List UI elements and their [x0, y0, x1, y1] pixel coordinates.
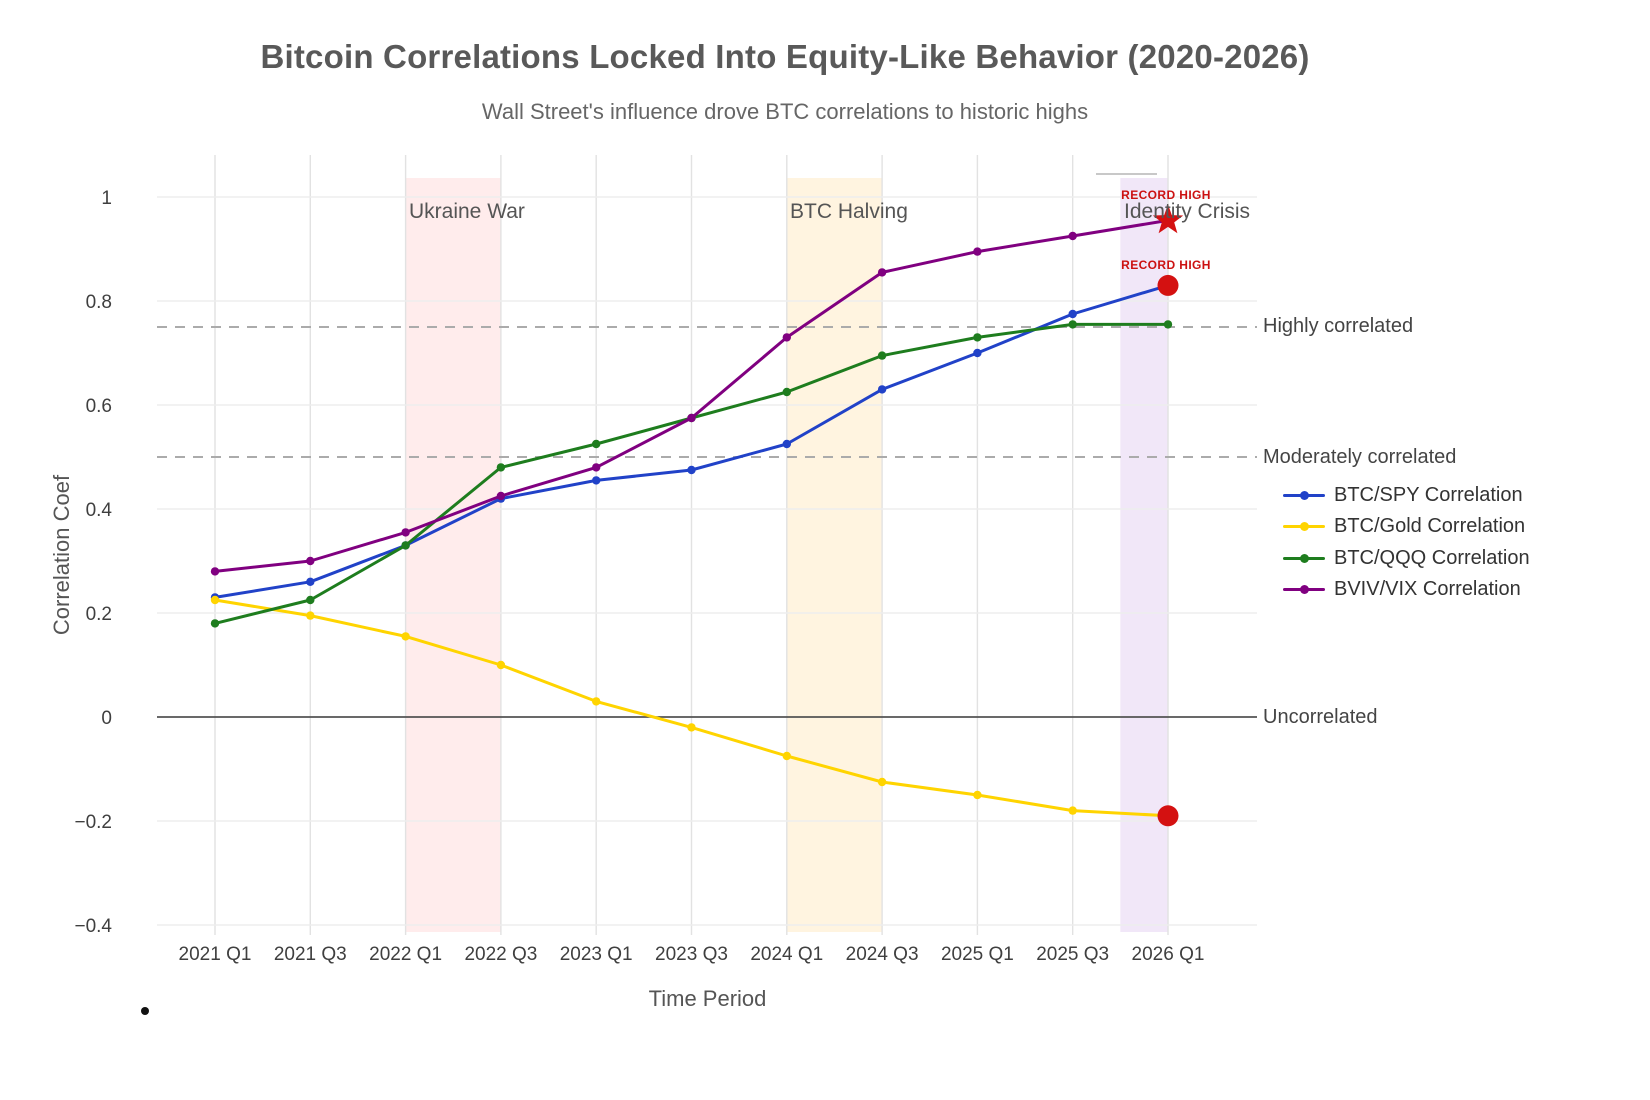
svg-text:0.6: 0.6 [86, 396, 112, 417]
legend-label-btc-spy: BTC/SPY Correlation [1334, 483, 1523, 506]
svg-text:2021 Q3: 2021 Q3 [274, 944, 347, 965]
record-high-markers [1152, 204, 1184, 827]
legend-swatch-bviv-vix-icon [1283, 578, 1325, 602]
svg-text:2023 Q3: 2023 Q3 [655, 944, 728, 965]
svg-text:2026 Q1: 2026 Q1 [1132, 944, 1205, 965]
threshold-lines [157, 326, 1257, 718]
data-series [210, 216, 1173, 820]
legend-swatch-btc-gold-icon [1283, 515, 1325, 539]
region-label-btc-halving: BTC Halving [790, 200, 908, 223]
svg-text:2025 Q3: 2025 Q3 [1036, 944, 1109, 965]
svg-text:2024 Q3: 2024 Q3 [846, 944, 919, 965]
threshold-label-highly-correlated: Highly correlated [1263, 315, 1414, 337]
legend-swatch-btc-spy-icon [1283, 483, 1325, 507]
svg-text:−0.4: −0.4 [74, 916, 112, 937]
stray-dot-marker [141, 1007, 149, 1015]
svg-text:2022 Q3: 2022 Q3 [464, 944, 537, 965]
chart-legend: BTC/SPY Correlation BTC/Gold Correlation… [1283, 483, 1530, 609]
svg-text:2023 Q1: 2023 Q1 [560, 944, 633, 965]
svg-text:2022 Q1: 2022 Q1 [369, 944, 442, 965]
region-label-ukraine-war: Ukraine War [409, 200, 525, 223]
chart-subtitle: Wall Street's influence drove BTC correl… [481, 99, 1089, 124]
svg-text:0.2: 0.2 [86, 604, 112, 625]
axis-tick-labels: 2021 Q1 2021 Q3 2022 Q1 2022 Q3 2023 Q1 2023 … [74, 188, 1204, 965]
region-label-identity-crisis: Identity Crisis [1124, 200, 1251, 223]
chart-title: Bitcoin Correlations Locked Into Equity-… [260, 38, 1310, 75]
svg-text:0.8: 0.8 [86, 292, 112, 313]
svg-text:−0.2: −0.2 [74, 812, 112, 833]
legend-label-btc-qqq: BTC/QQQ Correlation [1334, 546, 1530, 569]
y-axis-title: Correlation Coef [49, 474, 74, 636]
svg-text:2021 Q1: 2021 Q1 [179, 944, 252, 965]
legend-item-btc-qqq: BTC/QQQ Correlation [1283, 546, 1530, 570]
record-high-annotation-bviv: RECORD HIGH [1121, 188, 1211, 202]
record-high-annotation-spy: RECORD HIGH [1121, 258, 1211, 272]
legend-swatch-btc-qqq-icon [1283, 546, 1325, 570]
svg-text:1: 1 [101, 188, 112, 209]
threshold-label-moderately-correlated: Moderately correlated [1263, 446, 1457, 468]
svg-text:0.4: 0.4 [86, 500, 113, 521]
svg-text:2025 Q1: 2025 Q1 [941, 944, 1014, 965]
threshold-label-uncorrelated: Uncorrelated [1263, 706, 1378, 728]
x-axis-title: Time Period [648, 986, 767, 1011]
legend-label-bviv-vix: BVIV/VIX Correlation [1334, 578, 1521, 600]
legend-item-btc-gold: BTC/Gold Correlation [1283, 515, 1530, 539]
legend-item-btc-spy: BTC/SPY Correlation [1283, 483, 1530, 507]
legend-item-bviv-vix: BVIV/VIX Correlation [1283, 578, 1530, 602]
svg-text:0: 0 [101, 708, 112, 729]
svg-text:2024 Q1: 2024 Q1 [750, 944, 823, 965]
legend-label-btc-gold: BTC/Gold Correlation [1334, 515, 1526, 537]
gridlines [157, 155, 1257, 935]
